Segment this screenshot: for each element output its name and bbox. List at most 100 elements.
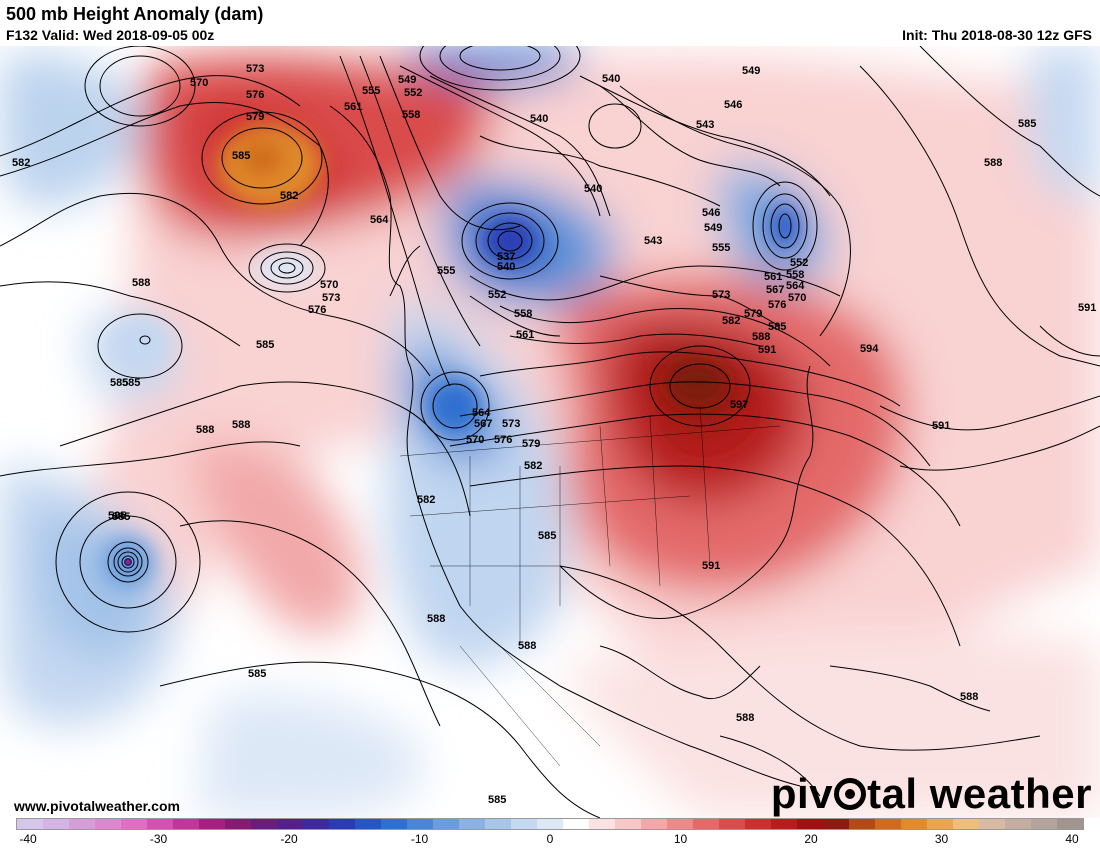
contour-label: 591 — [702, 560, 720, 572]
colorbar-swatch — [901, 819, 927, 829]
colorbar-swatch — [173, 819, 199, 829]
colorbar-tick-label: -20 — [280, 832, 298, 846]
weather-map: 570 573 576 579 585 582 582 588 585 585 … — [0, 46, 1100, 818]
colorbar-swatch — [771, 819, 797, 829]
colorbar-swatch — [589, 819, 615, 829]
colorbar-swatch — [615, 819, 641, 829]
height-contours — [0, 46, 1100, 818]
contour-label: 588 — [132, 277, 150, 289]
contour-label: 540 — [584, 183, 602, 195]
contour-label: 558 — [514, 308, 532, 320]
contour-label: 585 — [112, 511, 130, 523]
colorbar-swatch — [355, 819, 381, 829]
colorbar-swatch — [1005, 819, 1031, 829]
contour-label: 567 — [766, 284, 784, 296]
contour-label: 540 — [497, 261, 515, 273]
colorbar-swatch — [1031, 819, 1057, 829]
contour-label: 573 — [712, 289, 730, 301]
contour-label: 549 — [704, 222, 722, 234]
header-bar: 500 mb Height Anomaly (dam) F132 Valid: … — [0, 0, 1100, 46]
contour-label: 552 — [488, 289, 506, 301]
contour-label: 582 — [417, 494, 435, 506]
contour-label: 573 — [502, 418, 520, 430]
contour-label: 576 — [308, 304, 326, 316]
colorbar-swatch — [797, 819, 823, 829]
contour-label: 561 — [344, 101, 362, 113]
colorbar-swatch — [69, 819, 95, 829]
colorbar-swatch — [303, 819, 329, 829]
colorbar-tick-label: -40 — [19, 832, 37, 846]
coastlines — [329, 85, 991, 797]
init-time: Init: Thu 2018-08-30 12z GFS — [902, 27, 1092, 43]
contour-label: 588 — [232, 419, 250, 431]
contour-label: 564 — [370, 214, 389, 226]
contour-label: 588 — [984, 157, 1002, 169]
contour-label: 579 — [744, 308, 762, 320]
colorbar-swatch — [537, 819, 563, 829]
logo-text-left: piv — [770, 770, 834, 817]
contour-label: 582 — [12, 157, 30, 169]
contour-label: 537 — [497, 251, 515, 263]
contour-label: 555 — [362, 85, 380, 97]
colorbar-swatch — [875, 819, 901, 829]
colorbar-swatch — [979, 819, 1005, 829]
contour-label: 543 — [644, 235, 662, 247]
colorbar-swatch — [849, 819, 875, 829]
contour-label: 561 — [764, 271, 782, 283]
contour-label: 585 — [256, 339, 274, 351]
contour-label: 594 — [860, 343, 879, 355]
colorbar-swatch — [485, 819, 511, 829]
colorbar-tick-label: 30 — [934, 832, 949, 846]
colorbar-tick-label: -10 — [410, 832, 429, 846]
colorbar-tick-label: 0 — [546, 832, 554, 846]
colorbar-swatch — [17, 819, 43, 829]
contour-label: 588 — [736, 712, 754, 724]
colorbar-ticks: -40 -30 -20 -10 0 10 20 30 40 — [0, 832, 1100, 848]
colorbar-swatch — [693, 819, 719, 829]
contour-label: 558 — [402, 109, 420, 121]
valid-time: F132 Valid: Wed 2018-09-05 00z — [6, 27, 215, 43]
contour-label: 588 — [960, 691, 978, 703]
colorbar-swatch — [823, 819, 849, 829]
contour-label: 585 — [488, 794, 506, 806]
contour-label: 588 — [752, 331, 770, 343]
contour-label: 540 — [602, 73, 620, 85]
contour-label: 543 — [696, 119, 714, 131]
colorbar-swatch — [667, 819, 693, 829]
colorbar-swatch — [511, 819, 537, 829]
contour-label: 555 — [437, 265, 455, 277]
contour-label: 552 — [790, 257, 808, 269]
contour-label: 579 — [246, 111, 264, 123]
contour-label: 582 — [280, 190, 298, 202]
map-title: 500 mb Height Anomaly (dam) — [6, 4, 264, 24]
contour-label: 549 — [398, 74, 416, 86]
colorbar-swatch — [329, 819, 355, 829]
colorbar-swatch — [745, 819, 771, 829]
contour-label: 585 — [538, 530, 556, 542]
colorbar-swatch — [225, 819, 251, 829]
contour-label: 576 — [768, 299, 786, 311]
contour-label: 585 — [232, 150, 250, 162]
colorbar-tick-label: 40 — [1065, 832, 1079, 846]
contour-label: 591 — [758, 344, 776, 356]
contour-label: 585 — [108, 510, 126, 522]
contour-label: 588 — [518, 640, 536, 652]
contour-label: 558 — [786, 269, 804, 281]
closed-contours — [55, 46, 818, 633]
contour-label: 564 — [472, 407, 491, 419]
contour-label: 576 — [246, 89, 264, 101]
contour-label: 540 — [530, 113, 548, 125]
contour-label: 570 — [466, 434, 484, 446]
colorbar-swatch — [277, 819, 303, 829]
colorbar-swatch — [459, 819, 485, 829]
logo-target-icon — [834, 778, 867, 810]
contour-label: 561 — [516, 329, 534, 341]
site-url: www.pivotalweather.com — [14, 798, 180, 814]
colorbar-swatch — [381, 819, 407, 829]
colorbar-swatch — [43, 819, 69, 829]
colorbar-tick-label: 20 — [804, 832, 818, 846]
colorbar-swatch — [641, 819, 667, 829]
contour-label: 549 — [742, 65, 760, 77]
contour-label: 552 — [404, 87, 422, 99]
colorbar-swatch — [719, 819, 745, 829]
